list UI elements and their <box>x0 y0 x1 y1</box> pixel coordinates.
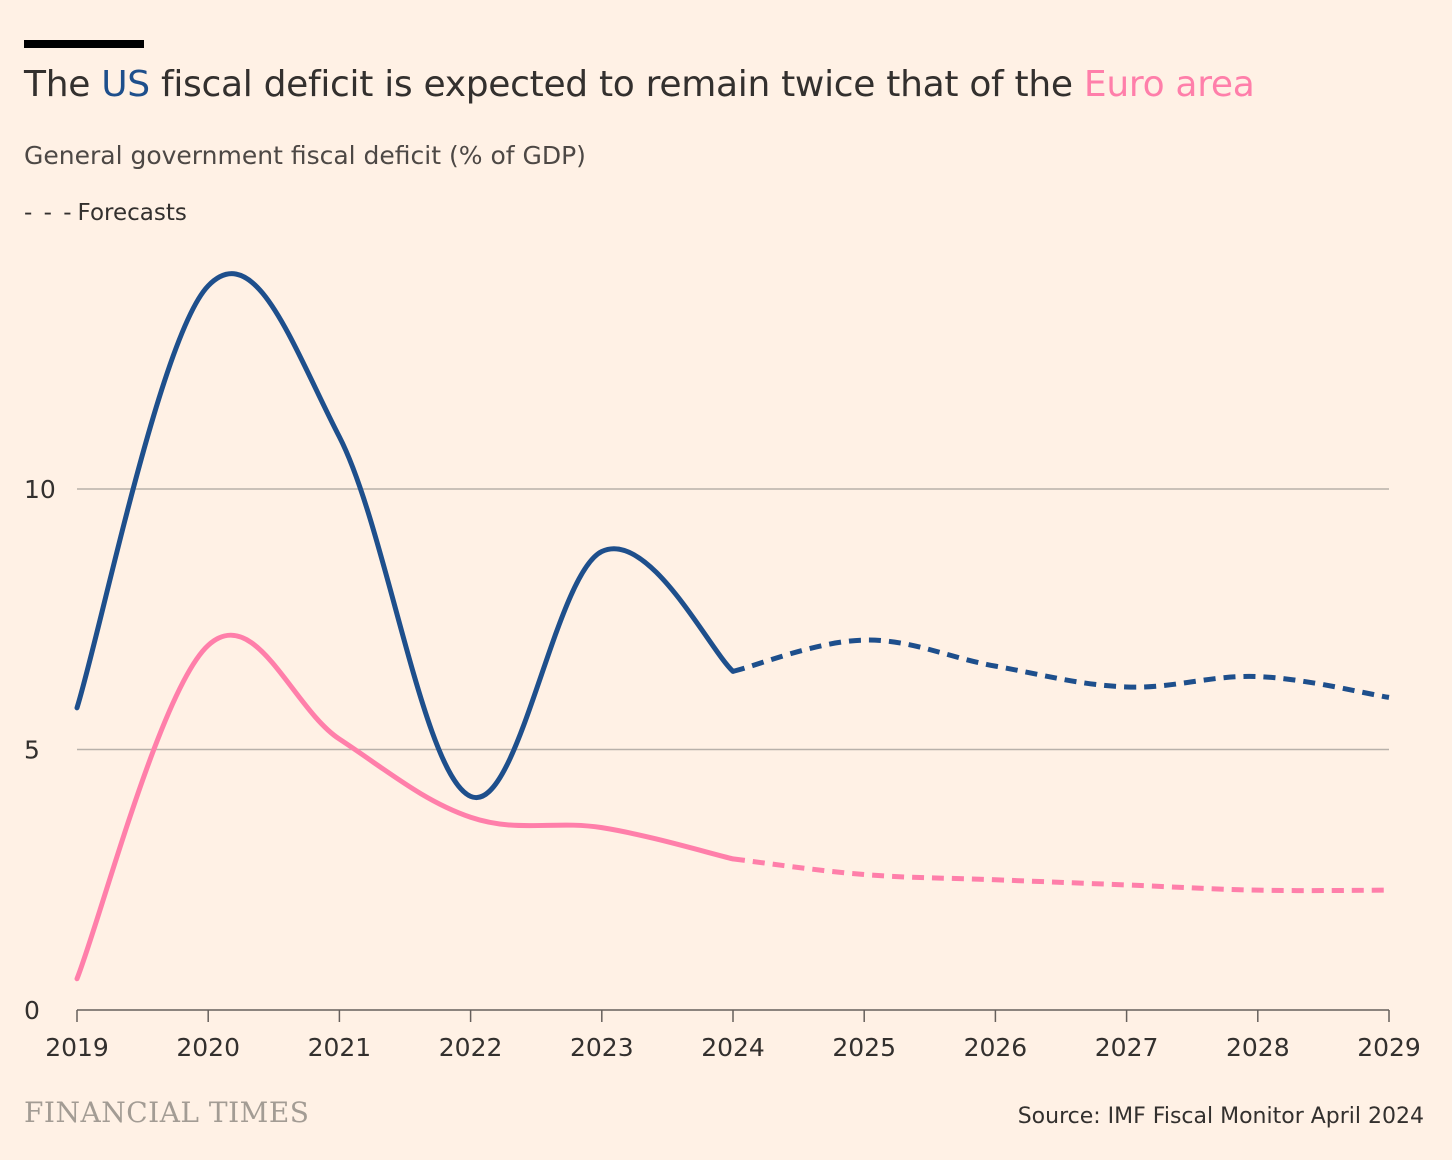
source-note: Source: IMF Fiscal Monitor April 2024 <box>1017 1104 1424 1129</box>
title-us-highlight: US <box>101 64 150 105</box>
ft-top-rule <box>24 40 144 48</box>
forecast-legend: - - - Forecasts <box>24 200 187 226</box>
x-tick-label-2024: 2024 <box>701 1033 765 1062</box>
x-tick-label-2025: 2025 <box>832 1033 896 1062</box>
x-tick-label-2023: 2023 <box>570 1033 634 1062</box>
y-tick-label-10: 10 <box>24 475 56 504</box>
series-line-us-forecast <box>732 637 1390 700</box>
y-axis-ticks: 0 5 10 <box>24 475 56 1025</box>
x-tick-label-2029: 2029 <box>1357 1033 1421 1062</box>
gridlines <box>77 488 1389 751</box>
series-line-us-actual <box>74 271 736 801</box>
chart-title: The US fiscal deficit is expected to rem… <box>24 64 1255 105</box>
x-tick-label-2021: 2021 <box>308 1033 372 1062</box>
x-tick-label-2026: 2026 <box>964 1033 1028 1062</box>
x-tick-label-2027: 2027 <box>1095 1033 1159 1062</box>
series-lines <box>74 271 1390 982</box>
x-tick-label-2020: 2020 <box>176 1033 240 1062</box>
forecast-dash-key: - - - <box>24 200 74 226</box>
y-tick-label-0: 0 <box>24 996 40 1025</box>
title-euro-highlight: Euro area <box>1083 64 1255 105</box>
chart-subtitle: General government fiscal deficit (% of … <box>24 141 586 170</box>
ft-logo: FINANCIAL TIMES <box>24 1096 310 1129</box>
forecast-legend-label: Forecasts <box>77 200 187 226</box>
x-tick-label-2028: 2028 <box>1226 1033 1290 1062</box>
series-line-euro-area-actual <box>74 632 736 982</box>
x-tick-label-2019: 2019 <box>45 1033 109 1062</box>
series-line-euro-area-forecast <box>732 856 1390 894</box>
x-axis: 2019 2020 2021 2022 2023 2024 2025 2026 2027 2028… <box>45 1009 1421 1062</box>
title-prefix: The <box>24 64 102 105</box>
x-tick-label-2022: 2022 <box>439 1033 503 1062</box>
y-tick-label-5: 5 <box>24 736 40 765</box>
title-middle: fiscal deficit is expected to remain twi… <box>149 64 1084 105</box>
